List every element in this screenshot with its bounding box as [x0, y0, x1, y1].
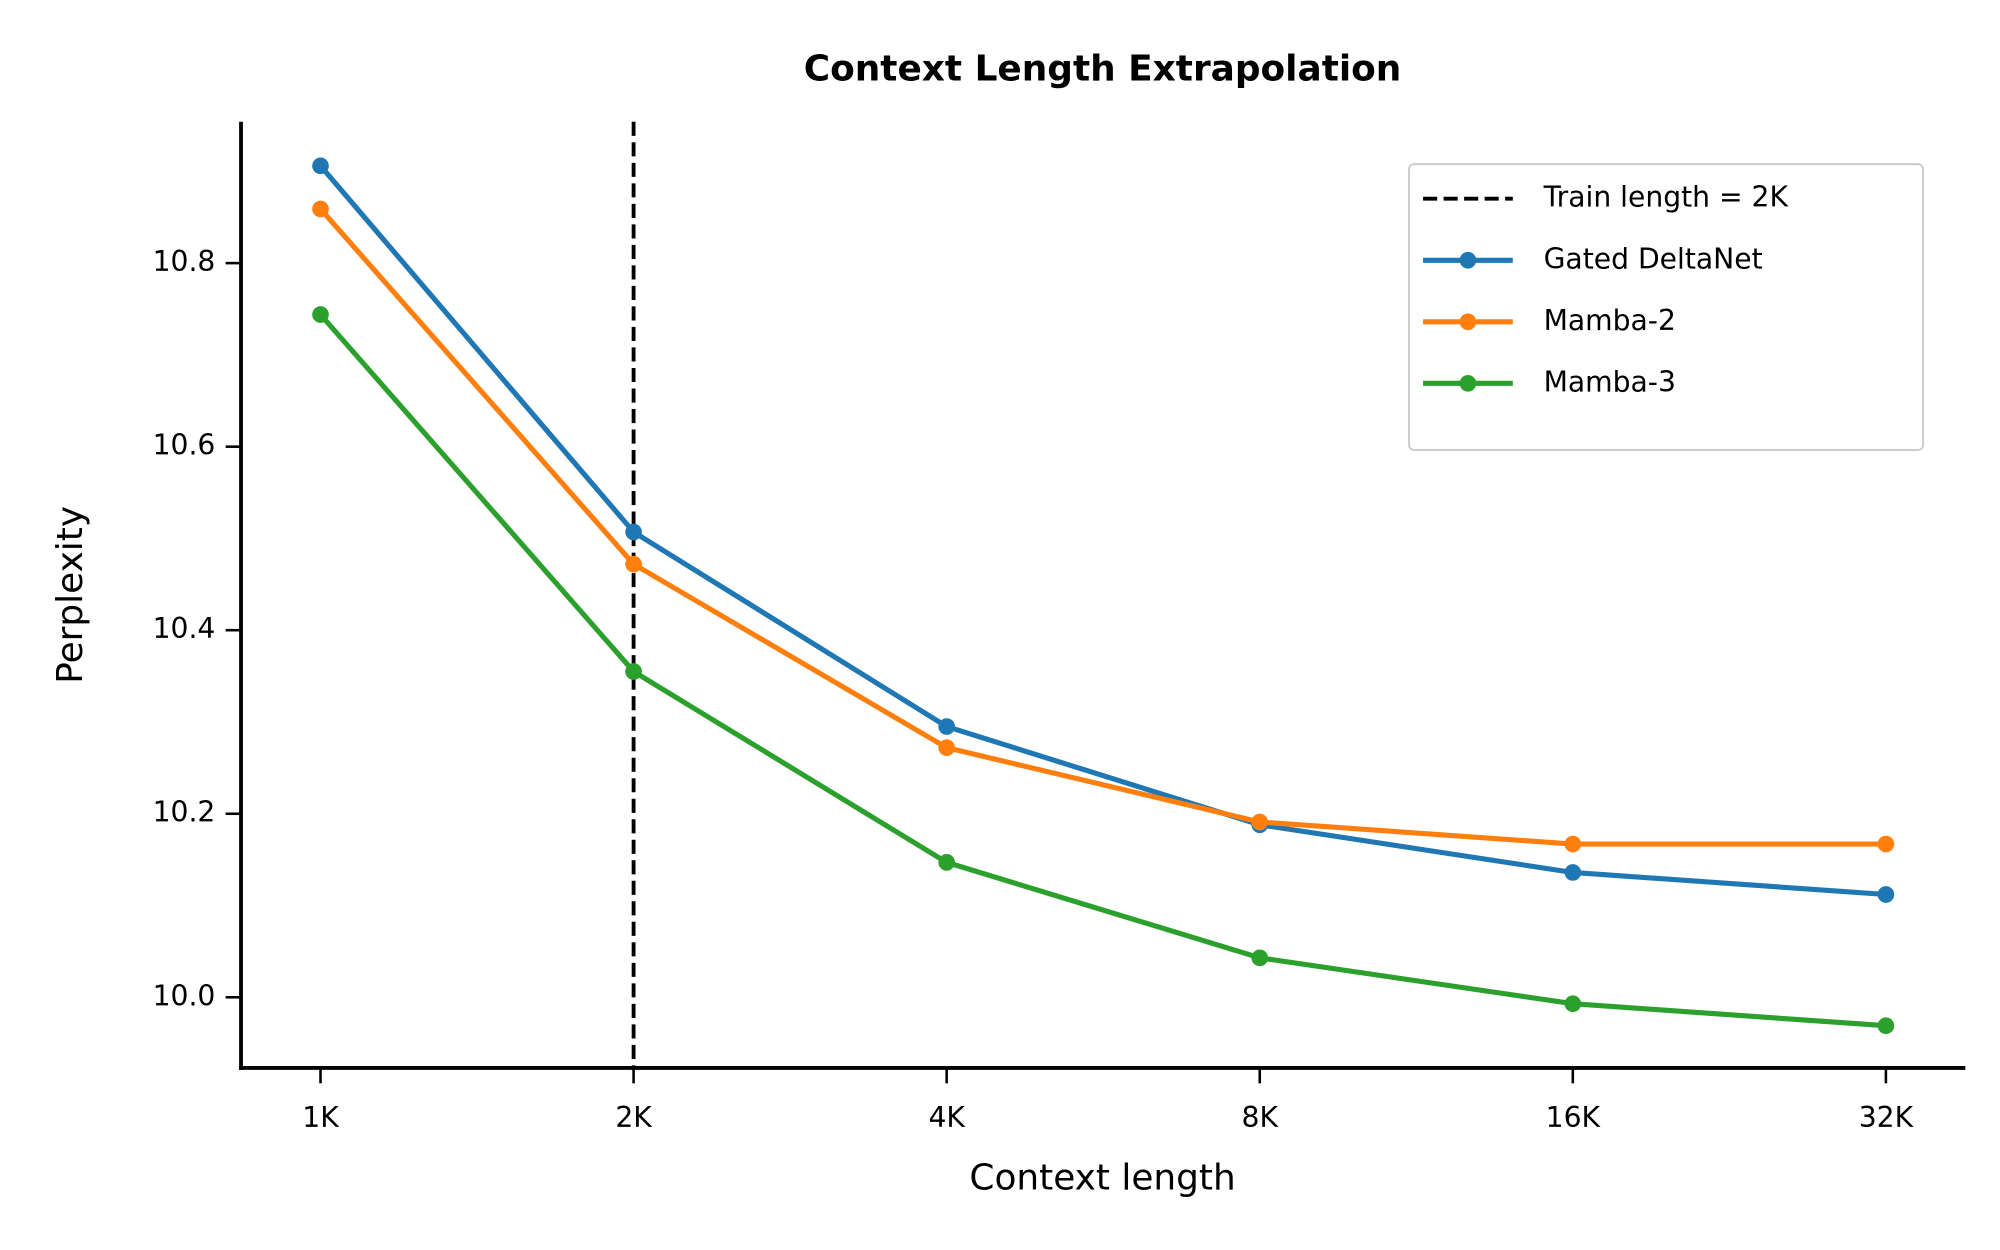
chart-title: Context Length Extrapolation: [804, 49, 1402, 90]
y-tick-label: 10.0: [153, 979, 216, 1012]
data-point: [1877, 886, 1895, 903]
data-point: [938, 739, 956, 757]
x-tick-label: 2K: [615, 1101, 653, 1134]
data-point: [1877, 835, 1895, 853]
y-tick-label: 10.4: [153, 612, 216, 645]
data-point: [625, 555, 642, 573]
data-point: [1564, 995, 1582, 1013]
data-point: [1251, 813, 1269, 831]
series-line: [318, 312, 1887, 1029]
x-tick-label: 16K: [1546, 1101, 1602, 1134]
data-point: [625, 663, 642, 680]
data-point: [1251, 949, 1269, 967]
series-line: [318, 164, 1887, 898]
data-point: [312, 200, 329, 218]
data-point: [1564, 835, 1582, 853]
y-tick-label: 10.6: [153, 429, 216, 462]
data-point: [1877, 1017, 1895, 1035]
legend-marker: [1459, 313, 1477, 331]
data-point: [938, 718, 956, 735]
data-point: [625, 523, 642, 541]
y-tick-label: 10.8: [153, 245, 216, 278]
x-tick-label: 4K: [928, 1101, 966, 1134]
x-tick-label: 1K: [302, 1101, 340, 1134]
data-point: [938, 854, 956, 871]
series-line: [318, 207, 1886, 847]
y-axis-label: Perplexity: [50, 506, 91, 684]
data-point: [312, 157, 329, 175]
data-point: [312, 306, 329, 323]
x-axis-label: Context length: [969, 1157, 1235, 1198]
legend-label: Mamba-3: [1544, 365, 1676, 398]
data-point: [1564, 864, 1582, 881]
x-tick-label: 8K: [1242, 1101, 1280, 1134]
y-tick-label: 10.2: [153, 796, 216, 829]
legend-label: Train length = 2K: [1543, 181, 1790, 214]
x-tick-label: 32K: [1859, 1101, 1915, 1134]
legend-box: [1408, 163, 1925, 451]
legend-marker: [1459, 251, 1477, 269]
legend-label: Mamba-2: [1544, 304, 1676, 337]
legend-marker: [1459, 375, 1477, 392]
legend-label: Gated DeltaNet: [1544, 242, 1763, 275]
